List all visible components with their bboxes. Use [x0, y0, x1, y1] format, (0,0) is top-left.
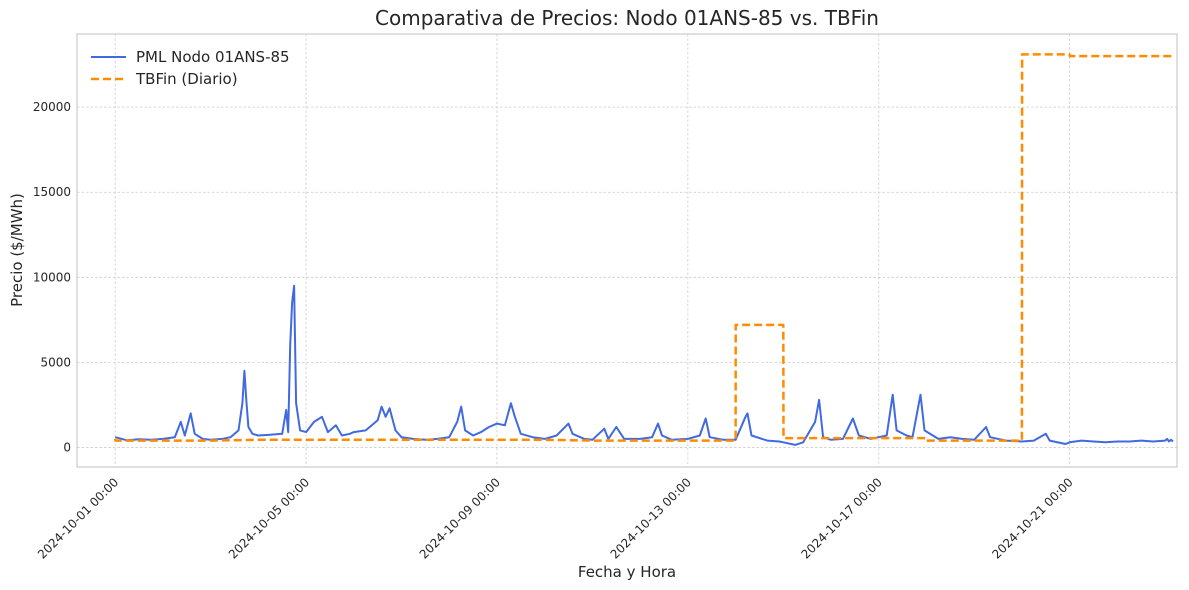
y-tick-labels: 0 5000 10000 15000 20000 — [33, 100, 71, 454]
chart-title: Comparativa de Precios: Nodo 01ANS-85 vs… — [375, 6, 879, 30]
y-tick-label: 5000 — [40, 355, 71, 369]
y-tick-label: 20000 — [33, 100, 71, 114]
y-axis-label: Precio ($/MWh) — [8, 193, 26, 307]
legend-label-tbfin: TBFin (Diario) — [135, 70, 238, 88]
y-tick-label: 10000 — [33, 270, 71, 284]
x-tick-label: 2024-10-09 00:00 — [417, 475, 503, 561]
grid-layer — [77, 34, 1177, 467]
legend: PML Nodo 01ANS-85 TBFin (Diario) — [91, 48, 290, 88]
x-axis-label: Fecha y Hora — [578, 563, 676, 581]
y-tick-label: 0 — [63, 440, 71, 454]
x-tick-label: 2024-10-05 00:00 — [226, 475, 312, 561]
plot-frame — [76, 33, 1178, 468]
x-tick-labels: 2024-10-01 00:00 2024-10-05 00:00 2024-10-… — [35, 475, 1076, 561]
series-line-pml — [114, 284, 1174, 446]
series-layer — [113, 53, 1174, 446]
legend-label-pml: PML Nodo 01ANS-85 — [136, 48, 290, 66]
y-tick-label: 15000 — [33, 185, 71, 199]
x-tick-label: 2024-10-17 00:00 — [798, 475, 884, 561]
x-tick-label: 2024-10-01 00:00 — [35, 475, 121, 561]
x-tick-label: 2024-10-13 00:00 — [608, 475, 694, 561]
series-line-tbfin — [113, 53, 1173, 442]
x-tick-label: 2024-10-21 00:00 — [989, 475, 1075, 561]
